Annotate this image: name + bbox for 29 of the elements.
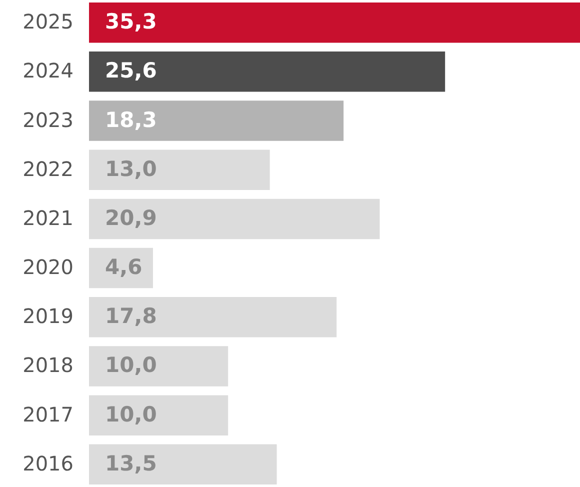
y-tick-label: 2023 — [22, 108, 74, 132]
bar — [89, 2, 580, 43]
y-tick-label: 2018 — [22, 353, 74, 378]
bar — [89, 100, 344, 141]
data-label: 13,0 — [105, 156, 157, 181]
y-tick-label: 2021 — [22, 206, 74, 230]
data-label: 10,0 — [105, 402, 157, 426]
data-label: 4,6 — [105, 255, 142, 280]
data-label: 25,6 — [105, 58, 157, 83]
data-label: 13,5 — [105, 451, 157, 476]
y-tick-label: 2022 — [22, 156, 74, 181]
bar — [89, 52, 446, 92]
data-label: 35,3 — [105, 10, 157, 34]
bar — [89, 395, 228, 436]
data-label: 17,8 — [105, 304, 157, 328]
y-tick-label: 2025 — [22, 10, 74, 34]
y-tick-label: 2024 — [22, 58, 74, 83]
bar — [89, 150, 270, 190]
bar — [89, 444, 277, 485]
y-tick-label: 2020 — [22, 255, 74, 280]
y-tick-label: 2016 — [22, 451, 74, 476]
y-tick-label: 2017 — [22, 402, 74, 426]
bar — [89, 198, 380, 240]
data-label: 10,0 — [105, 353, 157, 378]
data-label: 18,3 — [105, 108, 157, 132]
bar — [89, 297, 337, 338]
data-label: 20,9 — [105, 206, 157, 230]
bar — [89, 346, 228, 386]
y-tick-label: 2019 — [22, 304, 74, 328]
